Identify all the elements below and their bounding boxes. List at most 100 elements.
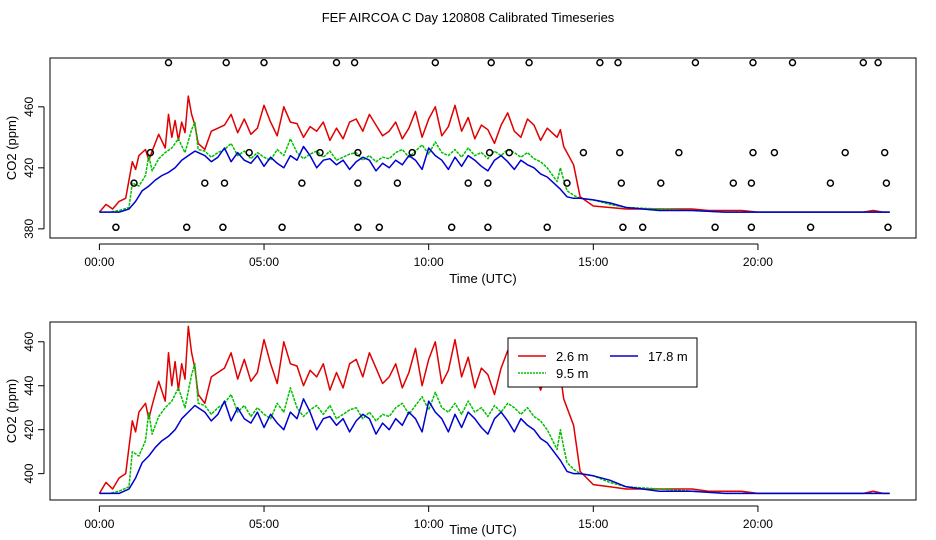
marker-point — [691, 58, 700, 67]
y-axis-label-top: CO2 (ppm) — [4, 116, 19, 180]
x-tick-label: 20:00 — [743, 255, 773, 269]
y-tick-label: 460 — [22, 331, 36, 351]
marker-point — [112, 223, 120, 232]
marker-point — [638, 223, 647, 232]
marker-point — [222, 58, 230, 67]
marker-point — [747, 179, 756, 187]
marker-point — [788, 58, 797, 67]
plot-frame-bottom — [49, 321, 917, 501]
series-line-17-8-m — [99, 145, 890, 213]
x-tick-label: 15:00 — [578, 255, 608, 269]
marker-point — [164, 58, 173, 67]
series-line-9-5-m — [99, 363, 890, 495]
marker-point — [487, 58, 495, 67]
marker-point — [882, 179, 891, 187]
marker-point — [354, 223, 362, 232]
series-group-top — [98, 95, 890, 213]
x-tick-label: 05:00 — [249, 255, 279, 269]
legend-label-2-6m: 2.6 m — [556, 349, 589, 364]
x-tick-label: 05:00 — [249, 517, 279, 531]
marker-point — [617, 179, 626, 187]
legend-label-9-5m: 9.5 m — [556, 366, 589, 381]
legend-label-17-8m: 17.8 m — [648, 349, 688, 364]
marker-point — [579, 148, 588, 157]
marker-point — [841, 148, 849, 157]
marker-point — [431, 58, 440, 67]
series-line-2-6-m — [98, 325, 890, 495]
marker-point — [464, 179, 472, 187]
marker-point — [245, 148, 253, 157]
marker-point — [201, 179, 209, 187]
series-line-9-5-m — [99, 121, 890, 213]
x-tick-label: 10:00 — [414, 255, 444, 269]
legend: 2.6 m 17.8 m 9.5 m — [507, 337, 698, 388]
marker-point — [711, 223, 719, 232]
marker-point — [826, 179, 835, 187]
x-axis-label-top: Time (UTC) — [449, 271, 516, 286]
x-tick-label: 20:00 — [743, 517, 773, 531]
x-axis-label-bottom: Time (UTC) — [449, 522, 516, 537]
marker-point — [219, 223, 227, 232]
marker-point — [316, 148, 324, 157]
panel-top: 00:00 05:00 10:00 15:00 20:00 380 420 460 Time… — [4, 57, 917, 286]
series-group-bottom — [98, 325, 890, 495]
x-tick-label: 00:00 — [84, 255, 114, 269]
marker-point — [408, 148, 416, 157]
y-axis-bottom: 400 420 440 460 — [22, 331, 45, 484]
marker-point — [393, 179, 402, 187]
marker-point — [375, 223, 384, 232]
marker-point — [354, 148, 362, 157]
marker-point — [880, 148, 889, 157]
marker-point — [298, 179, 306, 187]
marker-point — [278, 223, 286, 232]
marker-point — [806, 223, 815, 232]
marker-point — [525, 58, 533, 67]
marker-point — [182, 223, 191, 232]
marker-point — [749, 148, 757, 157]
marker-group-top — [112, 58, 892, 232]
marker-point — [563, 179, 571, 187]
x-tick-label: 15:00 — [578, 517, 608, 531]
marker-point — [484, 223, 492, 232]
marker-point — [130, 179, 138, 187]
marker-point — [596, 58, 604, 67]
x-tick-label: 00:00 — [84, 517, 114, 531]
marker-point — [749, 58, 757, 67]
y-tick-label: 420 — [22, 419, 36, 439]
x-tick-label: 10:00 — [414, 517, 444, 531]
y-tick-label: 400 — [22, 463, 36, 483]
marker-point — [657, 179, 665, 187]
plot-frame-top — [49, 57, 917, 239]
x-axis-bottom: 00:00 05:00 10:00 15:00 20:00 — [84, 505, 773, 531]
figure-title: FEF AIRCOA C Day 120808 Calibrated Times… — [322, 10, 615, 25]
marker-point — [332, 58, 341, 67]
marker-point — [484, 179, 492, 187]
y-tick-label: 460 — [22, 96, 36, 116]
marker-point — [675, 148, 683, 157]
marker-point — [447, 223, 456, 232]
y-tick-label: 420 — [22, 157, 36, 177]
y-axis-label-bottom: CO2 (ppm) — [4, 379, 19, 443]
marker-point — [505, 148, 514, 157]
marker-point — [729, 179, 738, 187]
marker-point — [614, 58, 622, 67]
y-tick-label: 440 — [22, 375, 36, 395]
y-axis-top: 380 420 460 — [22, 96, 45, 239]
marker-point — [859, 58, 868, 67]
marker-point — [747, 223, 756, 232]
marker-point — [354, 179, 362, 187]
marker-point — [874, 58, 882, 67]
marker-point — [770, 148, 779, 157]
marker-point — [485, 148, 494, 157]
legend-box — [507, 337, 698, 388]
marker-point — [260, 58, 268, 67]
y-tick-label: 380 — [22, 219, 36, 239]
marker-point — [220, 179, 229, 187]
marker-point — [884, 223, 892, 232]
marker-point — [146, 148, 155, 157]
marker-point — [350, 58, 359, 67]
panel-bottom: 00:00 05:00 10:00 15:00 20:00 400 420 440 460 T… — [4, 321, 917, 537]
series-line-17-8-m — [99, 398, 890, 495]
marker-point — [543, 223, 551, 232]
